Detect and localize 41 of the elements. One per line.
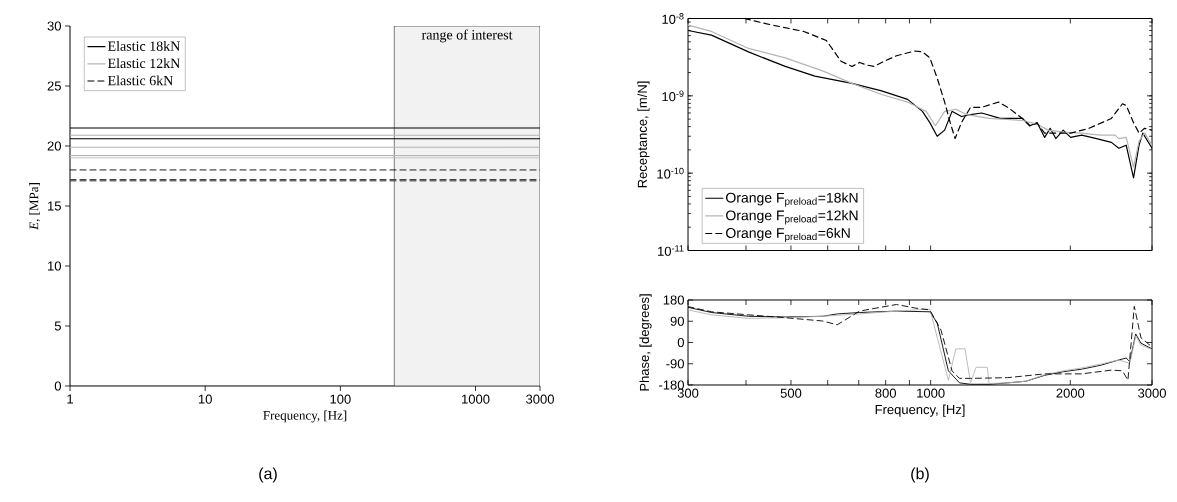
y-tick-label: 25 [47, 81, 61, 91]
x-tick-label: 10 [198, 394, 212, 404]
band-label: range of interest [421, 29, 513, 43]
y-tick-label: -180 [659, 380, 684, 390]
y-tick-label: 10 [48, 261, 61, 271]
x-axis-title: Frequency, [Hz] [875, 404, 965, 417]
x-tick-label: 2000 [1056, 388, 1085, 398]
y-tick-label: 90 [670, 316, 684, 326]
x-axis-title: Frequency, [Hz] [263, 410, 347, 423]
x-tick-label: 300 [677, 388, 699, 398]
y-tick-label: 180 [663, 295, 684, 305]
x-tick-label: 100 [330, 394, 351, 404]
x-tick-label: 1000 [917, 388, 945, 398]
x-tick-label: 3000 [1138, 388, 1166, 398]
legend-label: Orange F$_{preload}$=6kN [726, 227, 850, 243]
legend-label: Elastic 6kN [107, 75, 173, 86]
legend-label: Elastic 12kN [107, 58, 180, 69]
x-tick-label: 500 [780, 388, 802, 398]
y-tick-label: 20 [47, 141, 61, 151]
x-tick-label: 800 [875, 388, 897, 398]
y-tick-label: 10$^{-11}$ [658, 245, 684, 256]
legend-label: Orange F$_{preload}$=18kN [726, 192, 858, 207]
legend-label: Elastic 18kN [107, 40, 180, 51]
y-axis-title: Phase, [degrees] [639, 294, 652, 391]
x-tick-label: 1 [67, 394, 73, 404]
text: (a) [259, 467, 277, 483]
legend-label: Orange F$_{preload}$=12kN [726, 210, 858, 225]
y-tick-label: 10$^{-10}$ [657, 167, 684, 179]
y-tick-label: 5 [54, 321, 61, 331]
y-tick-label: 0 [54, 381, 61, 391]
y-tick-label: -90 [666, 359, 684, 369]
y-tick-label: 10$^{-8}$ [662, 13, 684, 24]
y-axis-title: Receptance, [m/N] [637, 81, 650, 188]
y-tick-label: 15 [48, 201, 61, 211]
y-tick-label: 30 [47, 21, 61, 31]
text: (b) [911, 467, 929, 483]
y-axis-title: E, [MPa] [29, 183, 41, 230]
x-tick-label: 1000 [462, 394, 490, 404]
y-tick-label: 0 [677, 337, 684, 348]
y-tick-label: 10$^{-9}$ [662, 90, 684, 102]
x-tick-label: 3000 [526, 394, 554, 404]
